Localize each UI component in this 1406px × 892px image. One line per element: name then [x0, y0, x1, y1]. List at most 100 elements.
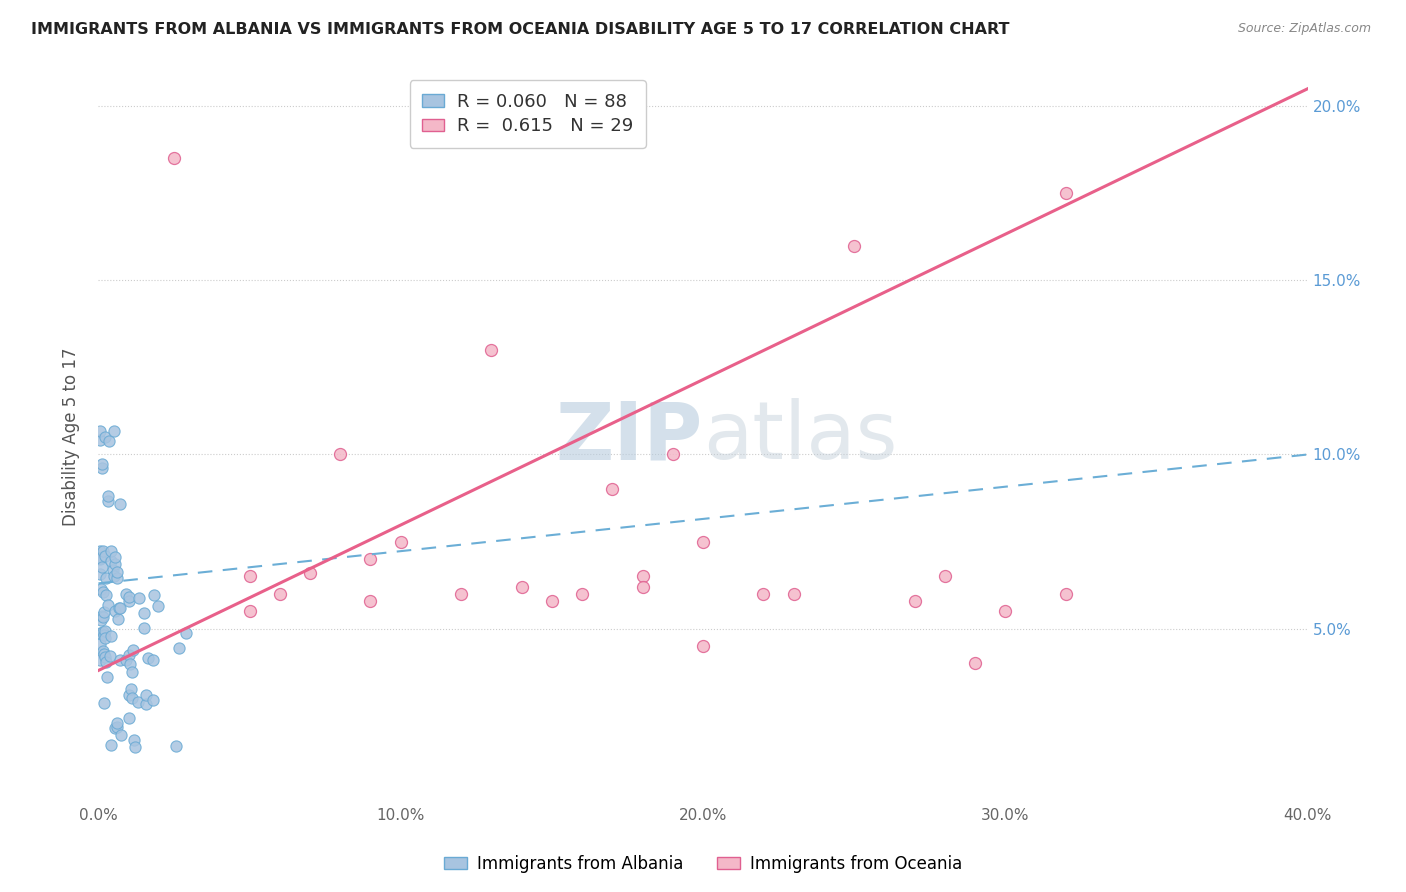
Point [269, 587, 291, 601]
Point [91, 624, 114, 639]
Point [120, 682, 142, 697]
Point [142, 652, 165, 666]
Point [90, 582, 112, 597]
Point [93, 628, 115, 642]
Point [299, 566, 322, 580]
Point [121, 690, 143, 705]
Point [118, 657, 141, 672]
Point [1054, 587, 1077, 601]
Point [105, 571, 128, 585]
Point [89, 551, 111, 566]
Point [510, 580, 533, 594]
Point [163, 152, 186, 166]
Point [89, 637, 111, 651]
Point [167, 641, 190, 656]
Point [94, 549, 117, 563]
Point [89, 626, 111, 640]
Point [94, 624, 117, 639]
Point [110, 728, 132, 742]
Point [105, 566, 128, 580]
Point [571, 587, 593, 601]
Point [93, 605, 115, 619]
Point [124, 740, 146, 755]
Point [100, 544, 122, 558]
Point [481, 343, 503, 357]
Legend: R = 0.060   N = 88, R =  0.615   N = 29: R = 0.060 N = 88, R = 0.615 N = 29 [409, 80, 645, 148]
Text: ZIP: ZIP [555, 398, 703, 476]
Point [904, 594, 927, 608]
Point [360, 552, 382, 566]
Point [122, 733, 145, 747]
Point [104, 721, 127, 735]
Point [692, 534, 714, 549]
Point [135, 688, 157, 702]
Point [105, 715, 128, 730]
Point [107, 612, 129, 626]
Point [661, 448, 683, 462]
Y-axis label: Disability Age 5 to 17: Disability Age 5 to 17 [62, 348, 80, 526]
Point [89, 543, 111, 558]
Point [91, 608, 114, 623]
Point [121, 665, 143, 680]
Point [103, 563, 125, 577]
Point [89, 566, 111, 581]
Point [97, 599, 120, 613]
Point [934, 569, 956, 583]
Point [143, 588, 166, 602]
Point [360, 594, 382, 608]
Point [91, 560, 114, 574]
Point [97, 494, 120, 508]
Point [128, 591, 150, 606]
Point [89, 552, 111, 566]
Point [94, 571, 117, 585]
Point [100, 554, 122, 568]
Point [94, 587, 117, 601]
Point [91, 585, 114, 599]
Point [93, 696, 115, 710]
Point [98, 648, 121, 663]
Point [105, 720, 128, 734]
Point [89, 433, 111, 447]
Point [110, 497, 132, 511]
Text: IMMIGRANTS FROM ALBANIA VS IMMIGRANTS FROM OCEANIA DISABILITY AGE 5 TO 17 CORREL: IMMIGRANTS FROM ALBANIA VS IMMIGRANTS FR… [31, 22, 1010, 37]
Point [89, 424, 111, 438]
Point [98, 434, 121, 448]
Point [96, 670, 118, 684]
Point [540, 594, 562, 608]
Point [118, 594, 141, 608]
Point [239, 569, 262, 583]
Point [752, 587, 775, 601]
Point [117, 648, 139, 662]
Point [122, 643, 145, 657]
Point [994, 604, 1017, 618]
Point [114, 653, 136, 667]
Point [104, 605, 127, 619]
Point [91, 610, 114, 624]
Point [91, 544, 114, 558]
Point [965, 657, 987, 671]
Point [631, 569, 654, 583]
Point [115, 587, 138, 601]
Point [100, 629, 122, 643]
Point [602, 483, 624, 497]
Point [132, 606, 155, 620]
Point [91, 457, 114, 471]
Point [110, 600, 132, 615]
Point [692, 639, 714, 653]
Point [118, 710, 141, 724]
Point [93, 647, 115, 661]
Point [136, 651, 159, 665]
Point [450, 587, 472, 601]
Point [174, 626, 197, 640]
Point [165, 739, 187, 753]
Point [103, 425, 125, 439]
Point [783, 587, 806, 601]
Point [103, 568, 125, 582]
Point [94, 649, 117, 664]
Legend: Immigrants from Albania, Immigrants from Oceania: Immigrants from Albania, Immigrants from… [437, 848, 969, 880]
Point [118, 590, 141, 604]
Text: Source: ZipAtlas.com: Source: ZipAtlas.com [1237, 22, 1371, 36]
Point [127, 694, 149, 708]
Point [239, 604, 262, 618]
Point [104, 550, 127, 565]
